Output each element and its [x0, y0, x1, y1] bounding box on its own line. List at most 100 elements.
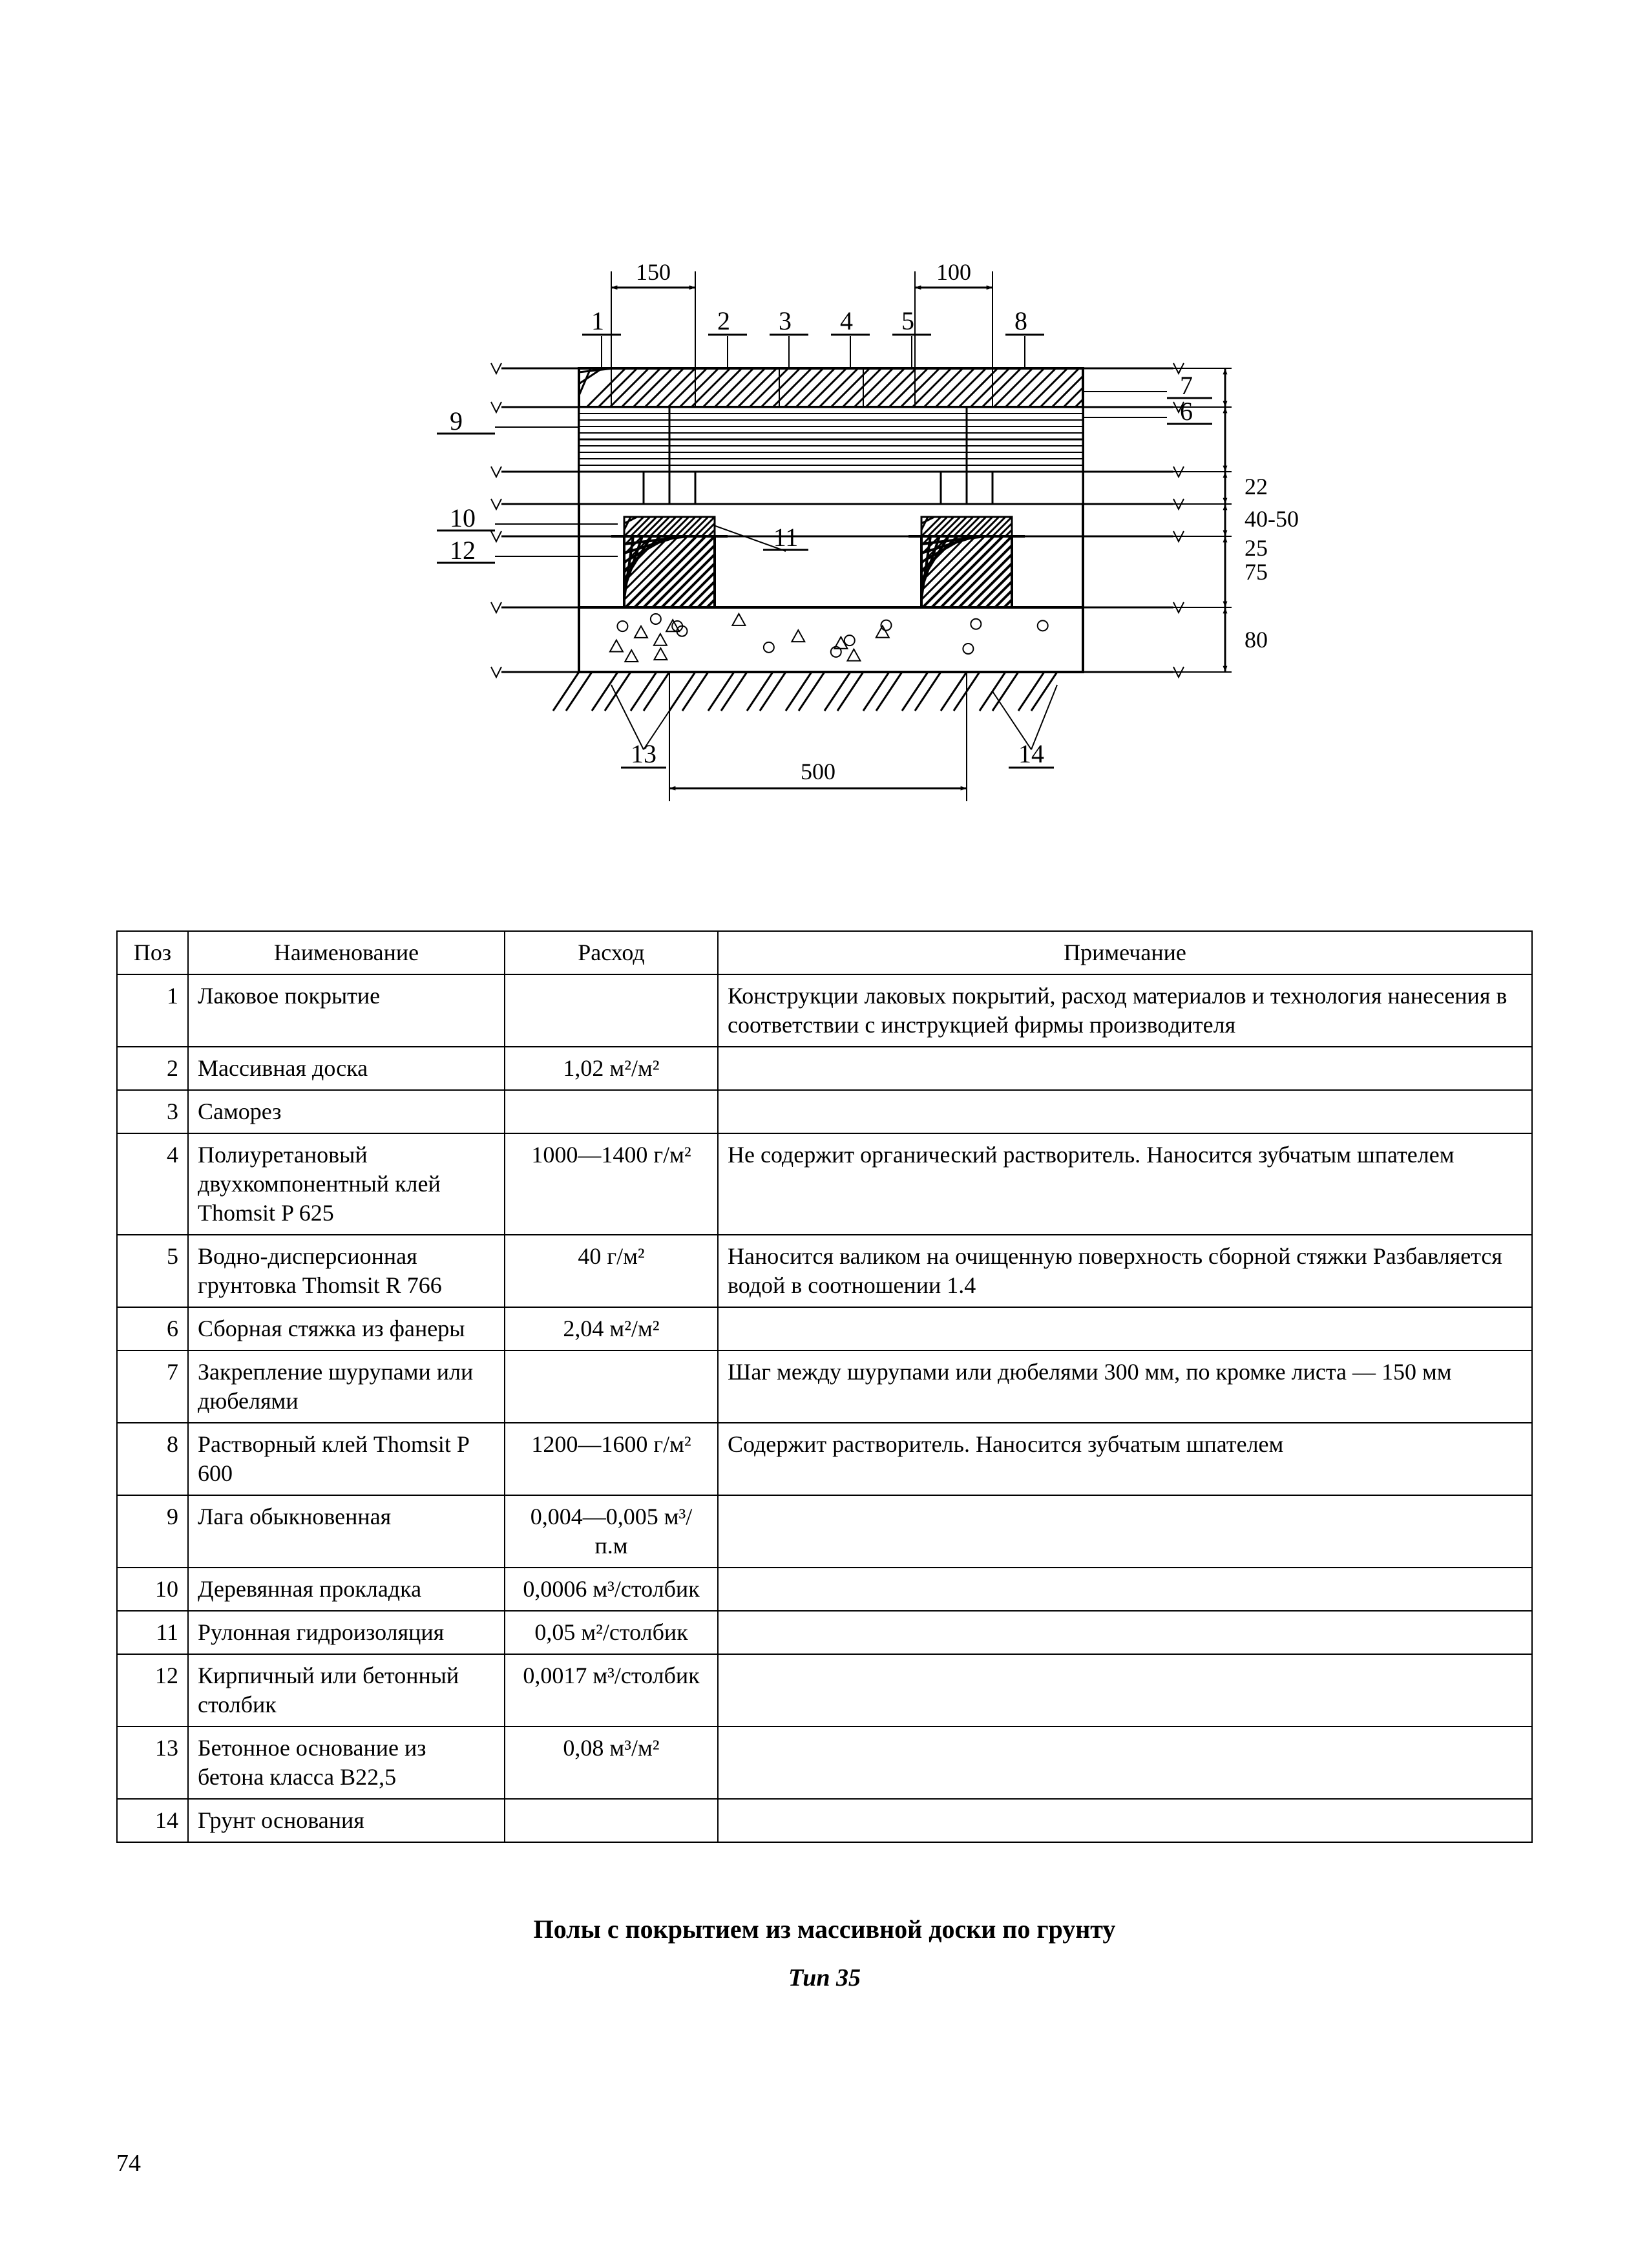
- cell-name: Лага обыкновенная: [188, 1495, 505, 1568]
- svg-text:40-50: 40-50: [1245, 506, 1299, 532]
- cell-rate: 1000—1400 г/м²: [505, 1133, 718, 1235]
- cell-note: [718, 1307, 1532, 1350]
- th-name: Наименование: [188, 931, 505, 974]
- svg-text:9: 9: [450, 406, 463, 436]
- svg-text:500: 500: [801, 759, 835, 784]
- svg-text:10: 10: [450, 503, 476, 532]
- cell-rate: 0,0017 м³/столбик: [505, 1654, 718, 1727]
- svg-text:75: 75: [1245, 559, 1268, 585]
- cell-pos: 6: [117, 1307, 188, 1350]
- cell-name: Деревянная прокладка: [188, 1568, 505, 1611]
- table-row: 12Кирпичный или бетонный столбик0,0017 м…: [117, 1654, 1532, 1727]
- cell-pos: 5: [117, 1235, 188, 1307]
- cell-note: Наносится валиком на очищенную поверхнос…: [718, 1235, 1532, 1307]
- page-number: 74: [116, 2149, 141, 2178]
- cell-name: Рулонная гидроизоляция: [188, 1611, 505, 1654]
- cell-name: Саморез: [188, 1090, 505, 1133]
- cell-rate: 1,02 м²/м²: [505, 1047, 718, 1090]
- svg-text:80: 80: [1245, 627, 1268, 653]
- cell-note: [718, 1090, 1532, 1133]
- svg-text:4: 4: [840, 306, 853, 335]
- cell-pos: 11: [117, 1611, 188, 1654]
- cell-name: Грунт основания: [188, 1799, 505, 1842]
- table-header-row: Поз Наименование Расход Примечание: [117, 931, 1532, 974]
- cell-name: Кирпичный или бетонный столбик: [188, 1654, 505, 1727]
- cell-pos: 1: [117, 974, 188, 1047]
- cell-pos: 3: [117, 1090, 188, 1133]
- cell-note: [718, 1799, 1532, 1842]
- cell-name: Массивная доска: [188, 1047, 505, 1090]
- cell-rate: 0,004—0,005 м³/п.м: [505, 1495, 718, 1568]
- th-note: Примечание: [718, 931, 1532, 974]
- cell-note: [718, 1727, 1532, 1799]
- cell-pos: 14: [117, 1799, 188, 1842]
- svg-text:100: 100: [936, 259, 971, 285]
- table-row: 10Деревянная прокладка0,0006 м³/столбик: [117, 1568, 1532, 1611]
- cell-pos: 4: [117, 1133, 188, 1235]
- cell-pos: 10: [117, 1568, 188, 1611]
- svg-text:8: 8: [1014, 306, 1027, 335]
- cell-rate: 0,08 м³/м²: [505, 1727, 718, 1799]
- svg-text:3: 3: [779, 306, 792, 335]
- cell-name: Водно-дисперсионная грунтовка Thomsit R …: [188, 1235, 505, 1307]
- svg-text:2: 2: [717, 306, 730, 335]
- diagram-container: 1501001234587691012112240-50257580500131…: [116, 194, 1533, 840]
- cell-pos: 9: [117, 1495, 188, 1568]
- svg-text:25: 25: [1245, 535, 1268, 561]
- cell-pos: 8: [117, 1423, 188, 1495]
- table-row: 8Растворный клей Thomsit P 6001200—1600 …: [117, 1423, 1532, 1495]
- cell-pos: 13: [117, 1727, 188, 1799]
- cell-note: [718, 1495, 1532, 1568]
- cell-note: Конструкции лаковых покрытий, расход мат…: [718, 974, 1532, 1047]
- table-row: 1Лаковое покрытие Конструкции лаковых пок…: [117, 974, 1532, 1047]
- table-row: 9Лага обыкновенная0,004—0,005 м³/п.м: [117, 1495, 1532, 1568]
- table-row: 2Массивная доска1,02 м²/м²: [117, 1047, 1532, 1090]
- section-diagram: 1501001234587691012112240-50257580500131…: [308, 194, 1341, 840]
- th-pos: Поз: [117, 931, 188, 974]
- footer-subtitle: Тип 35: [116, 1964, 1533, 1992]
- cell-name: Закрепление шурупами или дюбелями: [188, 1350, 505, 1423]
- svg-text:6: 6: [1180, 397, 1193, 426]
- cell-name: Лаковое покрытие: [188, 974, 505, 1047]
- svg-text:5: 5: [901, 306, 914, 335]
- cell-note: Содержит растворитель. Наносится зубчаты…: [718, 1423, 1532, 1495]
- svg-text:7: 7: [1180, 371, 1193, 400]
- cell-name: Растворный клей Thomsit P 600: [188, 1423, 505, 1495]
- cell-rate: 2,04 м²/м²: [505, 1307, 718, 1350]
- cell-pos: 2: [117, 1047, 188, 1090]
- table-row: 3Саморез: [117, 1090, 1532, 1133]
- cell-rate: 40 г/м²: [505, 1235, 718, 1307]
- table-row: 14Грунт основания: [117, 1799, 1532, 1842]
- svg-text:14: 14: [1018, 739, 1044, 768]
- svg-text:150: 150: [636, 259, 671, 285]
- cell-rate: 1200—1600 г/м²: [505, 1423, 718, 1495]
- table-row: 6Сборная стяжка из фанеры2,04 м²/м²: [117, 1307, 1532, 1350]
- svg-text:1: 1: [591, 306, 604, 335]
- cell-note: [718, 1611, 1532, 1654]
- cell-rate: 0,05 м²/столбик: [505, 1611, 718, 1654]
- cell-note: [718, 1654, 1532, 1727]
- cell-rate: 0,0006 м³/столбик: [505, 1568, 718, 1611]
- table-row: 7Закрепление шурупами или дюбелями Шаг ме…: [117, 1350, 1532, 1423]
- page: 1501001234587691012112240-50257580500131…: [0, 0, 1649, 2268]
- cell-note: [718, 1568, 1532, 1611]
- table-row: 4Полиуретановый двухкомпонентный клей Th…: [117, 1133, 1532, 1235]
- cell-pos: 12: [117, 1654, 188, 1727]
- svg-text:22: 22: [1245, 474, 1268, 499]
- th-rate: Расход: [505, 931, 718, 974]
- table-row: 11Рулонная гидроизоляция0,05 м²/столбик: [117, 1611, 1532, 1654]
- cell-name: Полиуретановый двухкомпонентный клей Tho…: [188, 1133, 505, 1235]
- cell-rate: [505, 1350, 718, 1423]
- materials-table: Поз Наименование Расход Примечание 1Лако…: [116, 930, 1533, 1843]
- cell-rate: [505, 1799, 718, 1842]
- cell-pos: 7: [117, 1350, 188, 1423]
- svg-text:13: 13: [631, 739, 656, 768]
- svg-text:12: 12: [450, 536, 476, 565]
- cell-rate: [505, 1090, 718, 1133]
- cell-note: [718, 1047, 1532, 1090]
- table-row: 5Водно-дисперсионная грунтовка Thomsit R…: [117, 1235, 1532, 1307]
- table-row: 13Бетонное основание из бетона класса В2…: [117, 1727, 1532, 1799]
- cell-note: Шаг между шурупами или дюбелями 300 мм, …: [718, 1350, 1532, 1423]
- cell-name: Сборная стяжка из фанеры: [188, 1307, 505, 1350]
- cell-note: Не содержит органический растворитель. Н…: [718, 1133, 1532, 1235]
